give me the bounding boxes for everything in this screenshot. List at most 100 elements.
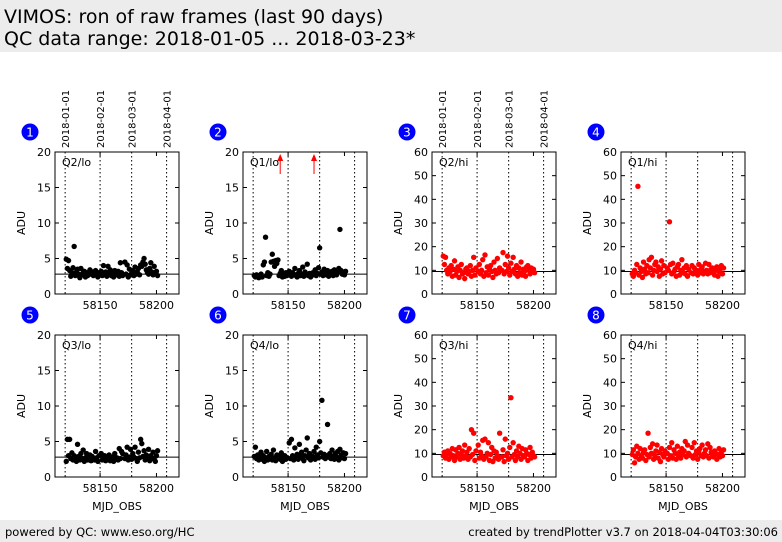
y-axis-label: ADU bbox=[392, 211, 405, 235]
x-tick-label: 58150 bbox=[460, 299, 495, 312]
data-point bbox=[472, 272, 478, 278]
data-point bbox=[653, 259, 659, 265]
plot-grid: 2018-01-01 2018-02-01 2018-03-01 2018-04-01… bbox=[15, 90, 746, 513]
data-point bbox=[311, 448, 317, 455]
data-point bbox=[263, 448, 270, 455]
data-point bbox=[74, 441, 81, 448]
y-tick-label: 15 bbox=[37, 365, 51, 378]
data-point bbox=[502, 261, 508, 268]
data-point bbox=[458, 261, 465, 268]
y-tick-label: 10 bbox=[225, 217, 239, 230]
footer-timestamp: created by trendPlotter v3.7 on 2018-04-… bbox=[468, 525, 778, 539]
panel-number: 3 bbox=[403, 126, 411, 140]
data-point bbox=[467, 262, 474, 269]
y-tick-label: 60 bbox=[603, 329, 617, 342]
data-point bbox=[262, 234, 269, 240]
data-point bbox=[329, 447, 335, 453]
data-point bbox=[315, 455, 322, 461]
data-point bbox=[531, 270, 538, 276]
data-point bbox=[301, 457, 307, 464]
data-point bbox=[637, 445, 643, 452]
data-point bbox=[473, 448, 479, 454]
data-point bbox=[684, 273, 691, 279]
x-tick-label: 58150 bbox=[649, 482, 684, 495]
data-point bbox=[141, 448, 147, 454]
chart-panel-5: 0 5 10 15 20 58150 58200 ADU MJD_OBS Q3/lo 5 bbox=[15, 306, 180, 513]
x-tick-label: 58150 bbox=[271, 482, 306, 495]
data-point bbox=[153, 268, 160, 274]
data-point bbox=[694, 456, 701, 462]
y-tick-label: 10 bbox=[414, 264, 428, 277]
data-point bbox=[304, 261, 310, 267]
date-marker-label: 2018-04-01 bbox=[540, 90, 551, 148]
data-point bbox=[154, 272, 161, 279]
chart-panel-4: 0 10 20 30 40 50 60 58150 58200 ADU Q1/hi 4 bbox=[581, 123, 746, 312]
data-point bbox=[720, 447, 727, 453]
data-point bbox=[478, 267, 485, 274]
data-point bbox=[508, 395, 514, 401]
y-axis-label: ADU bbox=[581, 394, 594, 418]
data-point bbox=[657, 266, 664, 272]
y-tick-label: 10 bbox=[37, 400, 51, 413]
data-point bbox=[469, 451, 476, 458]
panel-number-badge bbox=[209, 306, 227, 324]
x-tick-label: 58200 bbox=[516, 482, 551, 495]
data-point bbox=[654, 442, 660, 448]
data-point bbox=[669, 439, 675, 446]
data-point bbox=[719, 271, 726, 277]
data-point bbox=[292, 265, 298, 272]
data-point bbox=[148, 260, 154, 266]
panel-label: Q2/hi bbox=[439, 156, 468, 169]
data-point bbox=[666, 219, 673, 225]
x-tick-label: 58150 bbox=[271, 299, 306, 312]
data-point bbox=[522, 273, 529, 279]
data-point bbox=[261, 259, 268, 265]
y-tick-label: 30 bbox=[603, 400, 617, 413]
data-point bbox=[510, 254, 516, 261]
data-point bbox=[480, 256, 486, 263]
y-tick-label: 0 bbox=[610, 288, 617, 301]
data-point bbox=[502, 436, 508, 442]
data-point bbox=[658, 258, 665, 264]
chart-panel-7: 0 10 20 30 40 50 60 58150 58200 ADU MJD_OBS Q3/hi 7 bbox=[392, 306, 557, 513]
y-tick-label: 10 bbox=[603, 447, 617, 460]
x-tick-label: 58200 bbox=[327, 482, 362, 495]
data-point bbox=[699, 264, 705, 270]
y-axis-label: ADU bbox=[15, 394, 28, 418]
data-point bbox=[63, 458, 69, 465]
y-axis-label: ADU bbox=[581, 211, 594, 235]
panel-number: 2 bbox=[214, 126, 222, 140]
data-point bbox=[471, 254, 477, 261]
y-tick-label: 30 bbox=[414, 400, 428, 413]
x-axis-label: MJD_OBS bbox=[92, 500, 142, 513]
data-point bbox=[504, 253, 511, 259]
y-tick-label: 10 bbox=[37, 217, 51, 230]
panel-number: 6 bbox=[214, 309, 222, 323]
data-point bbox=[500, 447, 506, 453]
chart-panel-2: 0 5 10 15 20 58150 58200 ADU Q1/lo 2 bbox=[203, 123, 368, 312]
y-tick-label: 15 bbox=[225, 365, 239, 378]
data-point bbox=[124, 262, 130, 268]
footer: powered by QC: www.eso.org/HC created by… bbox=[0, 520, 782, 542]
footer-credit: powered by QC: www.eso.org/HC bbox=[5, 525, 195, 539]
x-axis-label: MJD_OBS bbox=[469, 500, 519, 513]
y-tick-label: 20 bbox=[37, 146, 51, 159]
panel-number-badge bbox=[587, 306, 605, 324]
panel-label: Q3/lo bbox=[62, 339, 91, 352]
y-tick-label: 50 bbox=[603, 170, 617, 183]
data-point bbox=[500, 249, 506, 256]
data-point bbox=[92, 448, 99, 455]
data-point bbox=[300, 264, 306, 270]
data-point bbox=[268, 451, 274, 457]
data-point bbox=[491, 259, 497, 265]
data-point bbox=[643, 457, 649, 464]
data-point bbox=[518, 259, 524, 265]
data-point bbox=[461, 275, 468, 282]
data-point bbox=[507, 444, 513, 451]
panel-label: Q4/hi bbox=[628, 339, 657, 352]
data-point bbox=[117, 260, 124, 266]
y-axis-label: ADU bbox=[203, 394, 216, 418]
data-point bbox=[639, 274, 646, 281]
data-point bbox=[504, 450, 511, 457]
data-point bbox=[137, 436, 144, 443]
